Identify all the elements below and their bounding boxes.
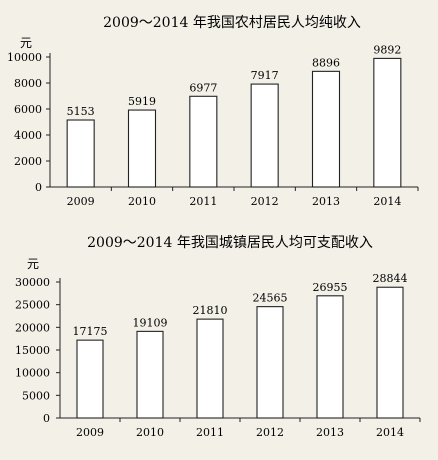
y-tick-label: 20000 xyxy=(15,321,50,334)
bar xyxy=(373,57,402,188)
chart-plot-area: 0 5000 10000 15000 20000 25000 30000 17175 2009 1… xyxy=(15,272,421,439)
bar xyxy=(311,70,341,188)
x-tick-label: 2011 xyxy=(189,195,217,208)
chart-title: 2009～2014 年我国农村居民人均纯收入 xyxy=(103,15,361,31)
y-tick-label: 8000 xyxy=(14,77,42,90)
data-label: 24565 xyxy=(253,292,288,305)
data-label: 19109 xyxy=(133,316,168,329)
x-tick-label: 2013 xyxy=(316,426,344,439)
data-label: 8896 xyxy=(312,56,340,69)
x-tick-label: 2010 xyxy=(136,426,164,439)
bar xyxy=(136,330,164,419)
data-label: 17175 xyxy=(73,325,108,338)
x-tick-label: 2010 xyxy=(128,195,156,208)
data-label: 28844 xyxy=(373,272,408,285)
x-tick-label: 2011 xyxy=(196,426,224,439)
x-tick-label: 2014 xyxy=(376,426,404,439)
y-axis-unit-label: 元 xyxy=(27,257,39,271)
x-tick-label: 2014 xyxy=(373,195,401,208)
bar xyxy=(76,339,104,419)
chart-title: 2009～2014 年我国城镇居民人均可支配收入 xyxy=(87,235,373,251)
data-label: 7917 xyxy=(251,69,279,82)
x-tick-label: 2013 xyxy=(312,195,340,208)
x-tick-label: 2009 xyxy=(76,426,104,439)
bar xyxy=(196,318,224,419)
bar xyxy=(250,83,279,188)
x-tick-label: 2009 xyxy=(67,195,95,208)
bar xyxy=(127,109,157,188)
chart-plot-area: 0 2000 4000 6000 8000 10000 5153 2009 5919 2010 69… xyxy=(7,43,419,208)
x-tick-label: 2012 xyxy=(251,195,279,208)
data-label: 9892 xyxy=(373,43,401,56)
rural-income-bar-chart: 2009～2014 年我国农村居民人均纯收入 元 0 2000 4000 6000 80… xyxy=(7,15,419,208)
bar xyxy=(189,95,218,188)
y-tick-label: 2000 xyxy=(14,155,42,168)
x-tick-label: 2012 xyxy=(256,426,284,439)
y-axis-unit-label: 元 xyxy=(20,36,32,50)
urban-income-bar-chart: 2009～2014 年我国城镇居民人均可支配收入 元 0 5000 10000 150… xyxy=(15,235,421,439)
y-tick-label: 6000 xyxy=(14,103,42,116)
y-tick-label: 5000 xyxy=(22,389,50,402)
y-tick-label: 10000 xyxy=(15,367,50,380)
y-tick-label: 10000 xyxy=(7,51,42,64)
data-label: 5919 xyxy=(128,95,156,108)
data-label: 5153 xyxy=(67,105,95,118)
bar xyxy=(376,286,404,419)
data-label: 21810 xyxy=(193,304,228,317)
data-label: 6977 xyxy=(189,81,217,94)
y-tick-label: 25000 xyxy=(15,299,50,312)
y-tick-label: 4000 xyxy=(14,129,42,142)
y-tick-label: 30000 xyxy=(15,276,50,289)
data-label: 26955 xyxy=(313,281,348,294)
y-tick-label: 15000 xyxy=(15,344,50,357)
y-tick-label: 0 xyxy=(43,412,50,425)
bar xyxy=(256,306,284,419)
bar xyxy=(66,119,95,188)
y-tick-label: 0 xyxy=(35,181,42,194)
bar xyxy=(316,295,344,419)
